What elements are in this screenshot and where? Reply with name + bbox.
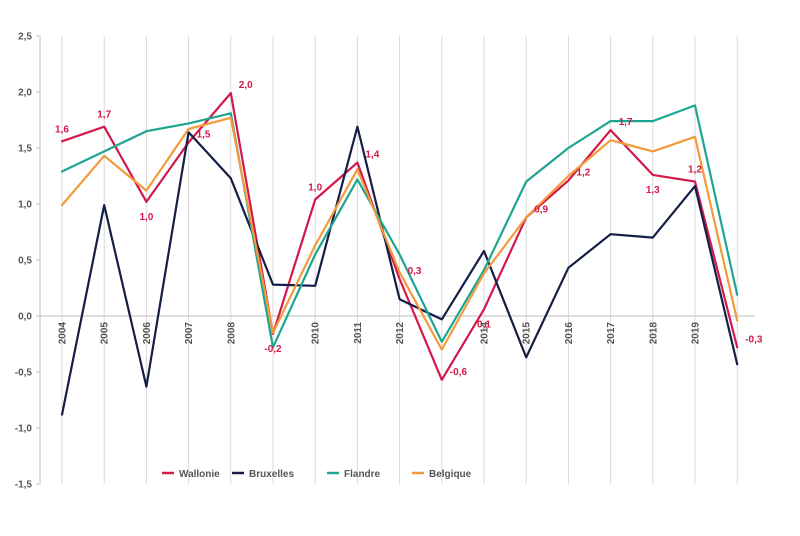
data-label: -0,2 <box>264 344 282 355</box>
series-line-bruxelles <box>60 125 739 416</box>
x-axis: 2004 2005 2006 2007 2008 2010 2011 2012 2014 2015… <box>40 315 755 345</box>
x-tick-label: 2010 <box>311 322 322 345</box>
data-label: 1,2 <box>576 167 590 178</box>
legend-label-bruxelles: Bruxelles <box>249 469 294 480</box>
y-tick-label: -1,0 <box>15 424 33 435</box>
data-labels: 1,6 1,7 1,0 1,5 2,0 -0,2 1,0 1,4 0,3 -0,6 0,1 0,9 1,… <box>55 80 763 378</box>
y-tick-label: 2,5 <box>18 32 32 43</box>
data-label: 2,0 <box>239 80 253 91</box>
series-lines <box>60 91 739 416</box>
x-tick-label: 2017 <box>606 322 617 345</box>
data-label: 1,5 <box>197 129 211 140</box>
vertical-gridlines <box>61 36 738 484</box>
data-label: 0,1 <box>477 319 491 330</box>
data-label: 0,3 <box>408 266 422 277</box>
data-label: 1,4 <box>365 150 379 161</box>
legend: Wallonie Bruxelles Flandre Belgique <box>162 469 472 480</box>
y-tick-label: 1,0 <box>18 200 32 211</box>
data-label: 1,0 <box>139 212 153 223</box>
data-label: -0,3 <box>745 334 763 345</box>
data-label: 1,3 <box>646 185 660 196</box>
y-tick-label: 2,0 <box>18 88 32 99</box>
data-label: 1,7 <box>97 110 111 121</box>
x-tick-label: 2012 <box>395 322 406 345</box>
x-tick-label: 2019 <box>691 322 702 345</box>
y-tick-label: 0,5 <box>18 256 32 267</box>
data-label: 1,6 <box>55 124 69 135</box>
x-tick-label: 2004 <box>58 322 69 345</box>
legend-label-flandre: Flandre <box>344 469 381 480</box>
y-tick-label: -1,5 <box>15 480 33 491</box>
x-tick-label: 2005 <box>100 322 111 345</box>
data-label: 1,0 <box>308 183 322 194</box>
data-label: -0,6 <box>450 367 468 378</box>
y-tick-label: 0,0 <box>18 312 32 323</box>
x-tick-label: 2006 <box>142 322 153 345</box>
legend-label-belgique: Belgique <box>429 469 472 480</box>
y-tick-label: -0,5 <box>15 368 33 379</box>
series-line-belgique <box>60 116 739 351</box>
data-label: 0,9 <box>534 204 548 215</box>
x-tick-label: 2014 <box>480 322 491 345</box>
y-axis: -1,5 -1,0 -0,5 0,0 0,5 1,0 1,5 2,0 2,5 <box>15 32 41 491</box>
x-tick-label: 2007 <box>184 322 195 345</box>
x-tick-label: 2011 <box>353 322 364 344</box>
legend-label-wallonie: Wallonie <box>179 469 220 480</box>
x-tick-label: 2008 <box>226 322 237 345</box>
y-tick-label: 1,5 <box>18 144 32 155</box>
x-tick-label: 2015 <box>522 322 533 345</box>
x-tick-label: 2018 <box>648 322 659 345</box>
data-label: 1,7 <box>619 117 633 128</box>
series-line-flandre <box>60 104 739 349</box>
x-tick-label: 2016 <box>564 322 575 345</box>
data-label: 1,2 <box>688 165 702 176</box>
